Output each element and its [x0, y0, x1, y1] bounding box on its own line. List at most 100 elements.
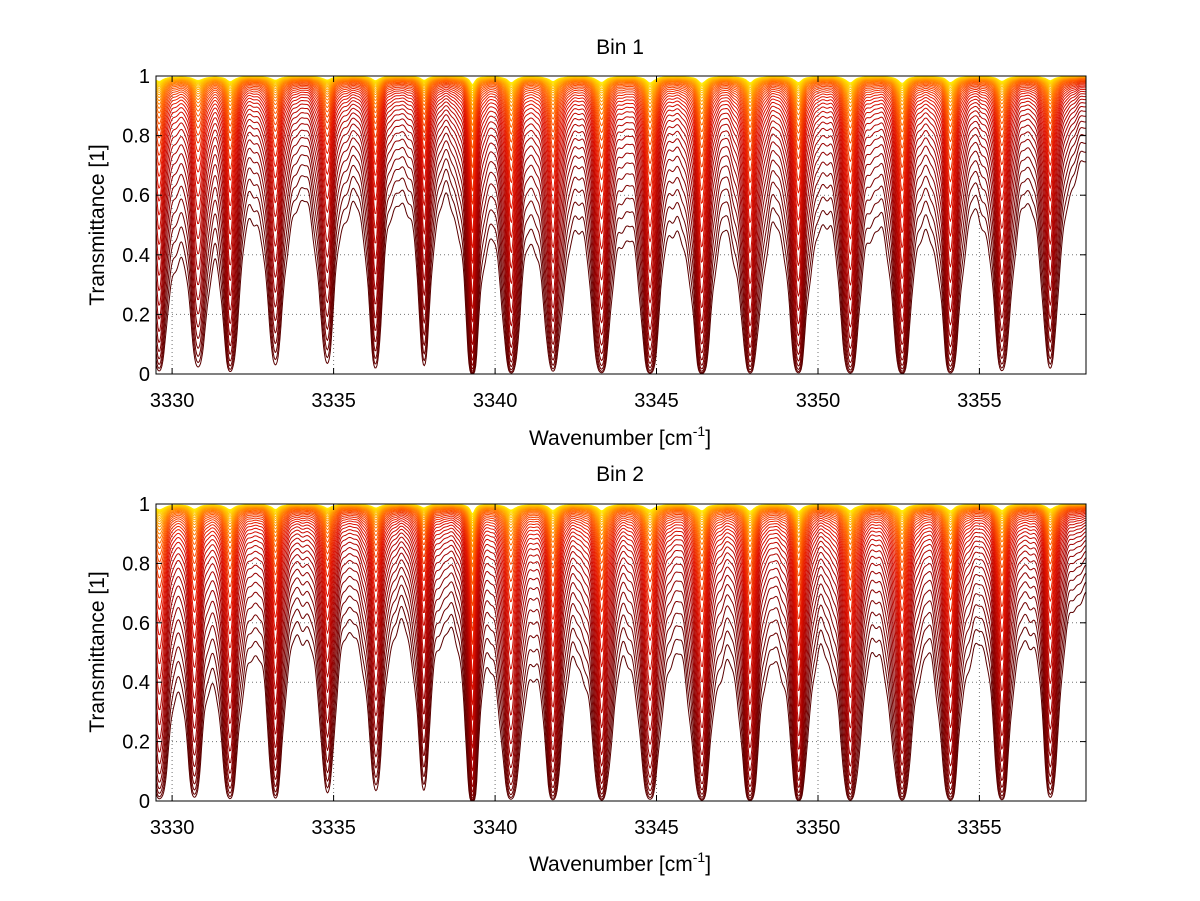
bin-2-series-line — [155, 507, 1087, 585]
bin-1-series-line — [155, 102, 1086, 335]
bin-1-series-line — [155, 83, 1086, 205]
bin-1-series-line — [155, 93, 1087, 295]
bin-2-panel: Bin 2 3330 3335 3340 3345 3350 3355 0 0.2 0.4 0.6… — [86, 463, 1087, 876]
bin-2-x-axis-label-sup: -1 — [693, 849, 706, 865]
bin-2-y-tick-label: 0 — [139, 791, 150, 813]
bin-2-series-line — [155, 535, 1087, 781]
bin-2-series-line — [155, 522, 1087, 736]
bin-2-x-tick-label: 3340 — [473, 817, 518, 839]
bin-1-series-line — [155, 88, 1086, 264]
bin-2-series-line — [155, 572, 1087, 801]
bin-1-y-axis-label: Transmittance [1] — [86, 144, 109, 305]
bin-1-x-axis-label-main: Wavenumber [cm — [529, 427, 693, 450]
bin-1-series-line — [155, 78, 1086, 126]
bin-2-title: Bin 2 — [596, 463, 644, 486]
bin-2-series-line — [155, 591, 1087, 802]
bin-1-series-line — [155, 150, 1087, 374]
bin-1-series-line — [155, 78, 1086, 141]
bin-1-series-line — [155, 90, 1087, 280]
bin-1-series-line — [155, 81, 1086, 180]
bin-2-series-line — [155, 506, 1087, 568]
bin-1-series-line — [155, 134, 1087, 372]
bin-2-series-line — [155, 524, 1087, 749]
bin-2-ticks: 3330 3335 3340 3345 3350 3355 0 0.2 0.4 0.6 0.8 1 — [122, 494, 1086, 839]
bin-2-series-line — [155, 564, 1087, 801]
bin-1-series-line — [155, 87, 1087, 249]
bin-2-series-line — [155, 527, 1087, 761]
bin-2-y-tick-label: 0.8 — [122, 553, 150, 575]
bin-2-series-line — [155, 539, 1087, 788]
bin-1-series-line — [155, 120, 1087, 366]
bin-2-series-line — [155, 505, 1086, 554]
bin-2-series-line — [155, 550, 1087, 797]
bin-2-traces — [155, 503, 1087, 802]
bin-2-series-line — [155, 507, 1086, 576]
bin-1-y-tick-label: 0.4 — [122, 245, 150, 267]
bin-1-x-tick-label: 3355 — [957, 390, 1002, 412]
bin-2-series-line — [155, 511, 1087, 645]
bin-2-series-line — [155, 509, 1087, 619]
bin-2-series-line — [155, 506, 1087, 560]
bin-2-axes-box — [155, 503, 1087, 802]
bin-1-series-line — [155, 78, 1086, 133]
bin-1-series-line — [155, 80, 1086, 169]
bin-1-series-line — [155, 115, 1087, 361]
bin-2-y-tick-label: 0.2 — [122, 732, 150, 754]
bin-1-axes-box — [155, 75, 1087, 375]
bin-2-x-tick-label: 3350 — [796, 817, 841, 839]
bin-1-y-tick-label: 0.8 — [122, 126, 150, 148]
bin-1-series-line — [155, 85, 1086, 234]
bin-2-x-tick-label: 3330 — [150, 817, 195, 839]
bin-2-x-axis-label-end: ] — [705, 853, 711, 876]
bin-1-x-tick-label: 3345 — [634, 390, 679, 412]
bin-1-series-line — [155, 98, 1086, 323]
bin-1-series-line — [155, 82, 1086, 192]
bin-2-series-line — [155, 510, 1087, 632]
bin-1-series-line — [155, 79, 1086, 149]
bin-2-series-line — [155, 508, 1087, 607]
bin-1-series-line — [155, 142, 1087, 374]
bin-2-y-tick-label: 0.4 — [122, 672, 150, 694]
bin-1-series-line — [155, 77, 1086, 115]
bin-2-x-axis-label-main: Wavenumber [cm — [529, 853, 693, 876]
bin-1-x-tick-label: 3335 — [311, 390, 356, 412]
bin-1-x-tick-label: 3350 — [796, 390, 841, 412]
bin-1-series-line — [155, 110, 1086, 354]
bin-2-series-line — [155, 515, 1087, 690]
bin-2-series-line — [155, 519, 1087, 721]
bin-2-x-tick-label: 3335 — [311, 817, 356, 839]
bin-2-series-line — [155, 531, 1087, 772]
bin-2-y-tick-label: 1 — [139, 494, 150, 516]
bin-2-series-line — [155, 514, 1087, 675]
bin-2-series-line — [155, 512, 1087, 660]
bin-1-y-tick-label: 0 — [139, 364, 150, 386]
bin-2-y-axis-label: Transmittance [1] — [86, 571, 109, 732]
bin-2-series-line — [155, 508, 1087, 595]
bin-1-traces — [155, 75, 1087, 375]
bin-2-x-tick-label: 3355 — [957, 817, 1002, 839]
bin-1-panel: Bin 1 3330 3335 3340 3345 3350 3355 0 0.2 0.4 0.6… — [86, 36, 1087, 450]
bin-2-x-tick-label: 3345 — [634, 817, 679, 839]
bin-1-series-line — [155, 127, 1087, 370]
bin-2-series-line — [155, 557, 1087, 799]
bin-1-x-axis-label: Wavenumber [cm-1] — [529, 423, 711, 450]
bin-1-title: Bin 1 — [596, 36, 644, 59]
bin-1-series-line — [155, 106, 1086, 346]
bin-2-series-line — [155, 544, 1087, 793]
bin-1-y-tick-label: 0.2 — [122, 304, 150, 326]
bin-1-series-line — [155, 95, 1086, 309]
bin-2-y-tick-label: 0.6 — [122, 613, 150, 635]
bin-1-series-line — [155, 79, 1086, 158]
bin-1-x-tick-label: 3330 — [150, 390, 195, 412]
bin-1-x-axis-label-end: ] — [705, 427, 711, 450]
bin-1-series-line — [155, 84, 1086, 219]
bin-1-y-tick-label: 0.6 — [122, 185, 150, 207]
bin-1-y-tick-label: 1 — [139, 66, 150, 88]
bin-1-series-line — [155, 160, 1087, 375]
bin-1-x-tick-label: 3340 — [473, 390, 518, 412]
bin-2-x-axis-label: Wavenumber [cm-1] — [529, 849, 711, 876]
bin-1-ticks: 3330 3335 3340 3345 3350 3355 0 0.2 0.4 0.6 0.8 1 — [122, 66, 1086, 412]
bin-1-series-line — [155, 77, 1086, 120]
bin-2-series-line — [155, 517, 1087, 706]
bin-1-x-axis-label-sup: -1 — [693, 423, 706, 439]
